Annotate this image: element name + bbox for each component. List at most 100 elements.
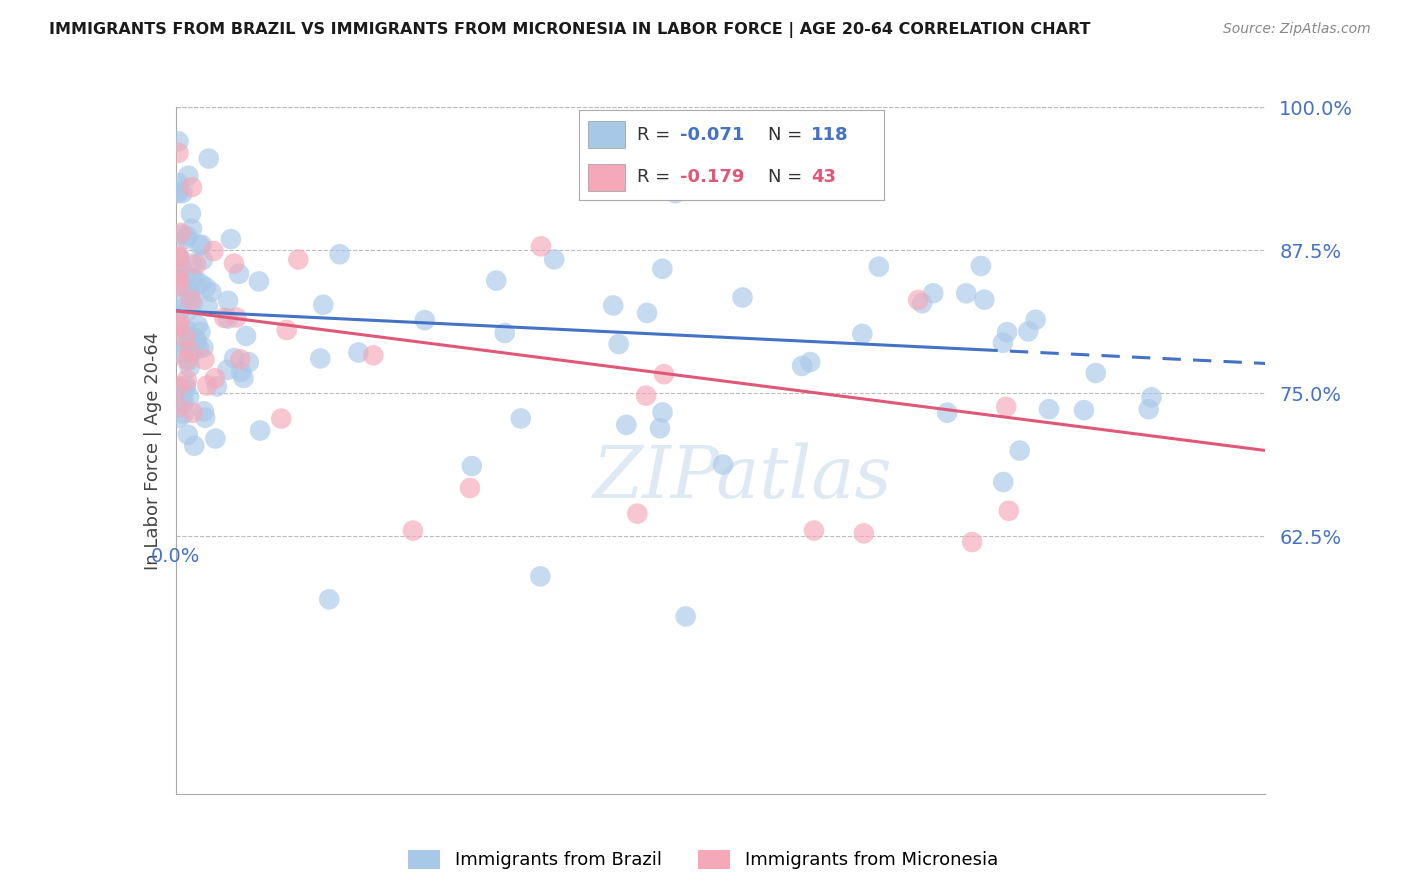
Point [167, 293, 190, 308]
Point [179, 344, 201, 359]
Point [179, 329, 201, 343]
Point [176, 353, 198, 368]
Point [995, 325, 1018, 339]
Point [363, 348, 385, 362]
Point [170, 260, 193, 275]
Point [190, 237, 212, 252]
Point [936, 406, 959, 420]
Point [193, 352, 215, 367]
Point [167, 135, 190, 149]
Point [993, 475, 1015, 489]
Point [191, 252, 214, 267]
Point [174, 232, 197, 246]
Point [177, 169, 200, 183]
Point [287, 252, 309, 267]
Point [195, 280, 218, 294]
Point [179, 290, 201, 304]
Point [1008, 443, 1031, 458]
Point [174, 340, 197, 354]
Point [167, 176, 190, 190]
Point [200, 285, 222, 299]
Point [177, 353, 200, 368]
Point [197, 152, 219, 166]
Point [204, 371, 226, 385]
Point [183, 439, 205, 453]
Point [309, 351, 332, 366]
Point [188, 342, 211, 356]
Point [648, 421, 671, 435]
Point [970, 259, 993, 273]
Point [180, 293, 202, 307]
Point [634, 389, 657, 403]
Point [167, 250, 190, 264]
Point [181, 295, 204, 310]
Point [911, 296, 934, 310]
Point [170, 346, 193, 360]
Point [204, 432, 226, 446]
Point [167, 251, 190, 265]
Point [509, 411, 531, 425]
Point [852, 526, 875, 541]
Point [318, 592, 340, 607]
Point [167, 410, 190, 425]
Point [173, 396, 195, 410]
Point [180, 336, 202, 351]
Point [1137, 402, 1160, 417]
Point [177, 427, 200, 442]
Text: ZIPatlas: ZIPatlas [592, 442, 893, 513]
Point [167, 145, 190, 160]
Point [177, 303, 200, 318]
Text: Source: ZipAtlas.com: Source: ZipAtlas.com [1223, 22, 1371, 37]
Point [174, 331, 197, 345]
Point [530, 239, 553, 253]
Point [193, 341, 215, 355]
Point [174, 378, 197, 392]
Point [458, 481, 481, 495]
Point [602, 298, 624, 312]
Point [176, 373, 198, 387]
Point [543, 252, 565, 267]
Point [186, 335, 208, 350]
Point [229, 352, 252, 367]
Point [402, 524, 425, 538]
Point [907, 293, 929, 307]
Point [312, 298, 335, 312]
Point [232, 371, 254, 385]
Point [235, 329, 257, 343]
Point [485, 274, 508, 288]
Point [181, 406, 204, 420]
Point [169, 323, 191, 337]
Point [186, 257, 208, 271]
Point [167, 380, 190, 394]
Point [170, 302, 193, 317]
Point [169, 315, 191, 329]
Point [173, 407, 195, 421]
Text: IMMIGRANTS FROM BRAZIL VS IMMIGRANTS FROM MICRONESIA IN LABOR FORCE | AGE 20-64 : IMMIGRANTS FROM BRAZIL VS IMMIGRANTS FRO… [49, 22, 1091, 38]
Point [651, 405, 673, 419]
Point [167, 319, 190, 334]
Point [180, 180, 202, 194]
Point [179, 360, 201, 375]
Point [529, 569, 551, 583]
Point [413, 313, 436, 327]
Point [167, 186, 190, 201]
Point [995, 400, 1018, 414]
Y-axis label: In Labor Force | Age 20-64: In Labor Force | Age 20-64 [143, 331, 162, 570]
Point [347, 345, 370, 359]
Point [167, 248, 190, 262]
Point [731, 290, 754, 304]
Point [247, 274, 270, 288]
Point [190, 277, 212, 291]
Point [249, 424, 271, 438]
Point [991, 335, 1014, 350]
Point [217, 363, 239, 377]
Point [607, 337, 630, 351]
Point [614, 417, 637, 432]
Point [998, 504, 1021, 518]
Point [228, 267, 250, 281]
Legend: Immigrants from Brazil, Immigrants from Micronesia: Immigrants from Brazil, Immigrants from … [399, 840, 1007, 879]
Point [651, 261, 673, 276]
Point [222, 257, 245, 271]
Point [973, 293, 995, 307]
Point [176, 323, 198, 337]
